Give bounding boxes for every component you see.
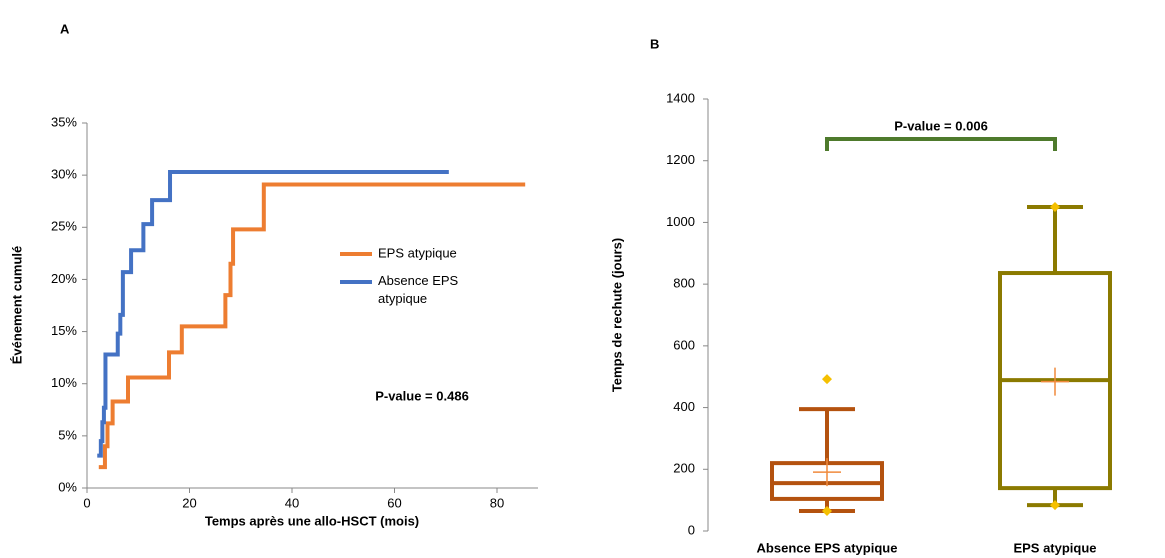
- x-tick-label: 0: [83, 495, 90, 510]
- y-tick-label: 1200: [666, 152, 695, 167]
- y-tick-label: 20%: [51, 271, 77, 286]
- max-marker: [822, 374, 832, 385]
- annotation: P-value = 0.006: [894, 118, 988, 133]
- legend-label: Absence EPS atypique: [378, 273, 459, 306]
- legend-label: EPS atypique: [378, 245, 457, 260]
- y-tick-label: 0%: [58, 479, 77, 494]
- step-line: [98, 182, 526, 470]
- y-axis-label: Événement cumulé: [9, 246, 24, 365]
- annotation: P-value = 0.486: [375, 388, 469, 403]
- x-tick-label: 40: [285, 495, 299, 510]
- min-marker: [1050, 500, 1060, 511]
- significance-bracket: [825, 137, 1057, 151]
- y-tick-label: 1400: [666, 90, 695, 105]
- panel-label: A: [60, 21, 70, 36]
- x-tick-label: 60: [387, 495, 401, 510]
- x-tick-label: 20: [182, 495, 196, 510]
- y-tick-label: 10%: [51, 375, 77, 390]
- y-tick-label: 600: [673, 337, 695, 352]
- mean-marker: [1041, 367, 1069, 396]
- y-tick-label: 25%: [51, 219, 77, 234]
- y-tick-label: 15%: [51, 323, 77, 338]
- max-marker: [1050, 202, 1060, 212]
- y-axis-label: Temps de rechute (jours): [609, 238, 624, 392]
- min-marker: [822, 505, 832, 516]
- x-axis-label: Temps après une allo-HSCT (mois): [205, 513, 419, 528]
- x-tick-label: 80: [490, 495, 504, 510]
- y-tick-label: 30%: [51, 167, 77, 182]
- panel-label: B: [650, 36, 659, 51]
- x-tick-label: EPS atypique: [1013, 540, 1096, 555]
- y-tick-label: 0: [688, 522, 695, 537]
- step-line: [97, 170, 449, 458]
- mean-marker: [813, 458, 841, 487]
- y-tick-label: 400: [673, 399, 695, 414]
- x-tick-label: Absence EPS atypique: [757, 540, 898, 555]
- y-tick-label: 5%: [58, 427, 77, 442]
- y-tick-label: 1000: [666, 214, 695, 229]
- y-tick-label: 200: [673, 461, 695, 476]
- y-tick-label: 800: [673, 276, 695, 291]
- y-tick-label: 35%: [51, 114, 77, 129]
